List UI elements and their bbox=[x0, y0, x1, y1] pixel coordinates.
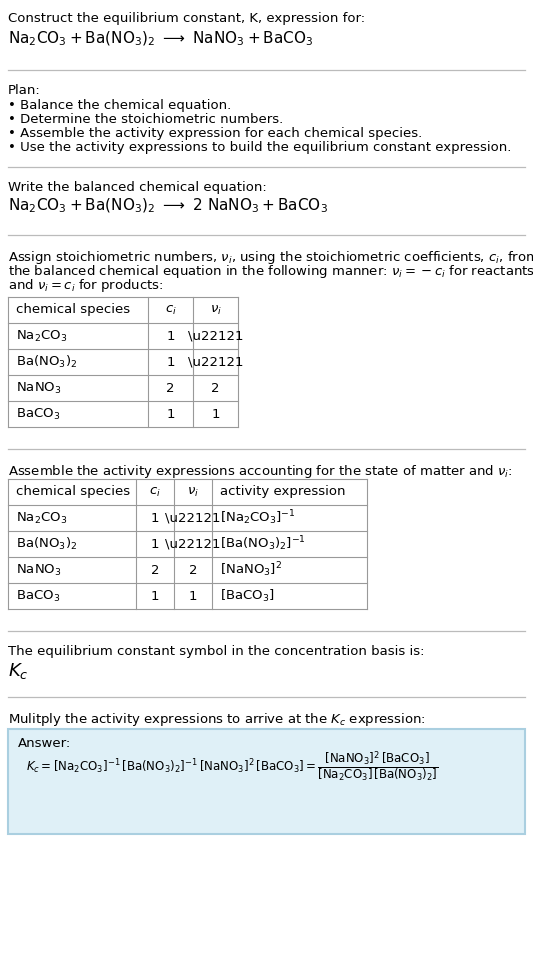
Text: the balanced chemical equation in the following manner: $\nu_i = -c_i$ for react: the balanced chemical equation in the fo… bbox=[8, 263, 533, 280]
Text: • Use the activity expressions to build the equilibrium constant expression.: • Use the activity expressions to build … bbox=[8, 141, 511, 154]
Text: $\mathrm{[Ba(NO_3)_2]^{-1}}$: $\mathrm{[Ba(NO_3)_2]^{-1}}$ bbox=[220, 535, 306, 553]
Text: \u22121: \u22121 bbox=[165, 511, 221, 525]
Text: \u22121: \u22121 bbox=[165, 537, 221, 550]
Text: $\mathrm{[Na_2CO_3]^{-1}}$: $\mathrm{[Na_2CO_3]^{-1}}$ bbox=[220, 508, 296, 527]
Text: Mulitply the activity expressions to arrive at the $K_c$ expression:: Mulitply the activity expressions to arr… bbox=[8, 711, 426, 728]
Text: Plan:: Plan: bbox=[8, 84, 41, 97]
Text: $\mathrm{Na_2CO_3}$: $\mathrm{Na_2CO_3}$ bbox=[16, 510, 67, 526]
Text: $\mathrm{Ba(NO_3)_2}$: $\mathrm{Ba(NO_3)_2}$ bbox=[16, 536, 77, 552]
Text: 2: 2 bbox=[211, 382, 220, 394]
Text: $\mathrm{Na_2CO_3 + Ba(NO_3)_2 \ \longrightarrow \ NaNO_3 + BaCO_3}$: $\mathrm{Na_2CO_3 + Ba(NO_3)_2 \ \longri… bbox=[8, 30, 313, 48]
Text: 1: 1 bbox=[166, 330, 175, 342]
Text: $\mathrm{Na_2CO_3 + Ba(NO_3)_2 \ \longrightarrow \ 2\ NaNO_3 + BaCO_3}$: $\mathrm{Na_2CO_3 + Ba(NO_3)_2 \ \longri… bbox=[8, 197, 328, 216]
Text: $\mathrm{[NaNO_3]^2}$: $\mathrm{[NaNO_3]^2}$ bbox=[220, 561, 282, 579]
Text: Construct the equilibrium constant, K, expression for:: Construct the equilibrium constant, K, e… bbox=[8, 12, 365, 25]
Text: 1: 1 bbox=[151, 537, 159, 550]
Text: Assign stoichiometric numbers, $\nu_i$, using the stoichiometric coefficients, $: Assign stoichiometric numbers, $\nu_i$, … bbox=[8, 249, 533, 266]
Text: • Assemble the activity expression for each chemical species.: • Assemble the activity expression for e… bbox=[8, 127, 422, 140]
Text: chemical species: chemical species bbox=[16, 303, 130, 316]
Text: $c_i$: $c_i$ bbox=[149, 485, 161, 499]
Text: 2: 2 bbox=[189, 564, 197, 576]
Text: Assemble the activity expressions accounting for the state of matter and $\nu_i$: Assemble the activity expressions accoun… bbox=[8, 463, 513, 480]
Text: \u22121: \u22121 bbox=[188, 356, 243, 368]
Text: $\mathrm{BaCO_3}$: $\mathrm{BaCO_3}$ bbox=[16, 407, 60, 422]
Text: $\mathrm{BaCO_3}$: $\mathrm{BaCO_3}$ bbox=[16, 589, 60, 603]
Text: $\mathrm{Na_2CO_3}$: $\mathrm{Na_2CO_3}$ bbox=[16, 328, 67, 343]
Text: The equilibrium constant symbol in the concentration basis is:: The equilibrium constant symbol in the c… bbox=[8, 645, 424, 658]
Text: 2: 2 bbox=[151, 564, 159, 576]
Text: $\mathrm{[BaCO_3]}$: $\mathrm{[BaCO_3]}$ bbox=[220, 588, 274, 604]
Text: $\mathrm{NaNO_3}$: $\mathrm{NaNO_3}$ bbox=[16, 381, 62, 395]
Text: 1: 1 bbox=[189, 590, 197, 602]
Text: • Determine the stoichiometric numbers.: • Determine the stoichiometric numbers. bbox=[8, 113, 283, 126]
Text: 1: 1 bbox=[211, 408, 220, 420]
Text: $\nu_i$: $\nu_i$ bbox=[187, 485, 199, 499]
FancyBboxPatch shape bbox=[8, 729, 525, 834]
Text: 2: 2 bbox=[166, 382, 175, 394]
Text: and $\nu_i = c_i$ for products:: and $\nu_i = c_i$ for products: bbox=[8, 277, 164, 294]
Text: chemical species: chemical species bbox=[16, 485, 130, 499]
Text: • Balance the chemical equation.: • Balance the chemical equation. bbox=[8, 99, 231, 112]
Text: \u22121: \u22121 bbox=[188, 330, 243, 342]
Text: $K_c = \mathrm{[Na_2CO_3]^{-1}\,[Ba(NO_3)_2]^{-1}\,[NaNO_3]^2\,[BaCO_3]} = \dfra: $K_c = \mathrm{[Na_2CO_3]^{-1}\,[Ba(NO_3… bbox=[26, 750, 439, 784]
Text: activity expression: activity expression bbox=[220, 485, 345, 499]
Text: Write the balanced chemical equation:: Write the balanced chemical equation: bbox=[8, 181, 266, 194]
Text: $\mathit{K_c}$: $\mathit{K_c}$ bbox=[8, 661, 29, 681]
Text: 1: 1 bbox=[151, 590, 159, 602]
Text: $\nu_i$: $\nu_i$ bbox=[209, 303, 222, 316]
Text: $\mathrm{NaNO_3}$: $\mathrm{NaNO_3}$ bbox=[16, 562, 62, 577]
Text: $c_i$: $c_i$ bbox=[165, 303, 176, 316]
Text: 1: 1 bbox=[166, 356, 175, 368]
Text: $\mathrm{Ba(NO_3)_2}$: $\mathrm{Ba(NO_3)_2}$ bbox=[16, 354, 77, 370]
Text: Answer:: Answer: bbox=[18, 737, 71, 750]
Text: 1: 1 bbox=[166, 408, 175, 420]
Text: 1: 1 bbox=[151, 511, 159, 525]
